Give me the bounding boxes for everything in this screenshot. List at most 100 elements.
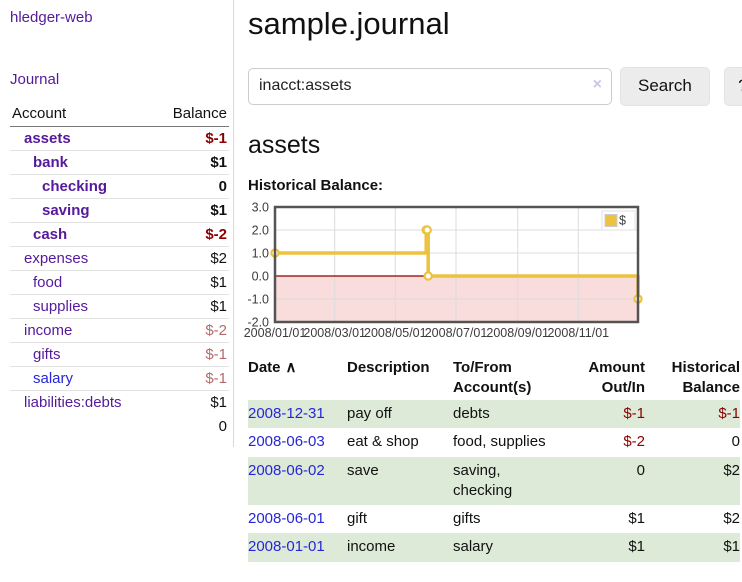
register-header-row: Date ∧ Description To/From Account(s) Amount… bbox=[248, 356, 740, 401]
register-header-4: Historical Balance bbox=[645, 356, 740, 401]
transaction-amount: $-2 bbox=[623, 433, 645, 451]
account-link-food[interactable]: food bbox=[33, 274, 63, 291]
account-balance: $1 bbox=[154, 150, 229, 175]
account-balance: $-2 bbox=[154, 318, 229, 343]
historical-balance-chart: 3.0 2.0 1.0 0.0 -1.0 -2.02008/01/012008/03/01… bbox=[244, 200, 643, 340]
account-balance: $-2 bbox=[154, 222, 229, 247]
transaction-description: gift bbox=[347, 510, 368, 528]
transaction-description: eat & shop bbox=[347, 433, 419, 451]
sort-asc-icon[interactable]: ∧ bbox=[285, 358, 297, 376]
transaction-balance: $-1 bbox=[718, 405, 740, 423]
svg-text:-1.0: -1.0 bbox=[247, 292, 269, 306]
transaction-date-link[interactable]: 2008-06-03 bbox=[248, 433, 325, 451]
account-balance: $-1 bbox=[205, 130, 227, 147]
svg-text:2.0: 2.0 bbox=[252, 223, 269, 237]
page-title: sample.journal bbox=[248, 6, 450, 41]
search-wrap: × bbox=[248, 67, 612, 105]
transaction-amount: $-1 bbox=[623, 405, 645, 423]
account-row: expenses $2 bbox=[10, 246, 229, 271]
svg-text:1.0: 1.0 bbox=[252, 246, 269, 260]
transaction-date-link[interactable]: 2008-06-01 bbox=[248, 510, 325, 528]
account-row: gifts $-1 bbox=[10, 342, 229, 367]
chart-box: 3.0 2.0 1.0 0.0 -1.0 -2.0 2008/01/01 2008/03/01… bbox=[244, 200, 742, 343]
register-header-label: To/From Account(s) bbox=[453, 358, 532, 396]
svg-text:2008/05/01: 2008/05/01 bbox=[364, 326, 427, 340]
register-header-3: Amount Out/In bbox=[565, 356, 645, 401]
search-row: × Search ? bbox=[248, 66, 742, 106]
main-content: sample.journal × Search ? assets Histori… bbox=[234, 0, 742, 562]
page: hledger-web Journal Account Balance asse… bbox=[0, 0, 742, 562]
account-link-cash[interactable]: cash bbox=[33, 226, 68, 243]
transaction-balance: $2 bbox=[723, 461, 740, 479]
account-row: cash $-2 bbox=[10, 222, 229, 247]
account-row: income $-2 bbox=[10, 318, 229, 343]
sidebar: hledger-web Journal Account Balance asse… bbox=[0, 0, 234, 447]
transaction-accounts: debts bbox=[453, 405, 490, 423]
search-input[interactable] bbox=[248, 67, 612, 105]
account-link-supplies[interactable]: supplies bbox=[33, 298, 89, 315]
register-header-label: Description bbox=[347, 358, 430, 376]
transaction-accounts: gifts bbox=[453, 510, 481, 528]
register-row: 2008-01-01 income salary $1 $1 bbox=[248, 533, 740, 562]
account-row: assets $-1 bbox=[10, 127, 229, 151]
transaction-balance: $1 bbox=[723, 538, 740, 556]
svg-text:3.0: 3.0 bbox=[252, 200, 269, 214]
accounts-total-value: 0 bbox=[218, 418, 227, 435]
account-link-assets[interactable]: assets bbox=[24, 130, 71, 147]
account-balance: $-1 bbox=[154, 366, 229, 391]
account-row: liabilities:debts $1 bbox=[10, 390, 229, 414]
transaction-accounts: saving, checking bbox=[453, 461, 513, 499]
register-row: 2008-06-01 gift gifts $1 $2 bbox=[248, 505, 740, 533]
accounts-table-body: assets $-1 bank $1 checking 0 saving $1 cash $-2 e… bbox=[10, 127, 229, 414]
accounts-table: Account Balance assets $-1 bank $1 checking 0… bbox=[10, 102, 229, 439]
account-link-liabilities-debts[interactable]: liabilities:debts bbox=[24, 394, 122, 411]
register-header-0: Date ∧ bbox=[248, 356, 347, 401]
svg-text:$: $ bbox=[619, 213, 626, 227]
account-row: food $1 bbox=[10, 270, 229, 295]
transaction-amount: $1 bbox=[628, 510, 645, 528]
transaction-date-link[interactable]: 2008-06-02 bbox=[248, 461, 325, 479]
accounts-total-row: 0 bbox=[10, 414, 229, 439]
account-balance: $1 bbox=[154, 390, 229, 414]
register-header-label: Amount Out/In bbox=[588, 358, 645, 396]
register-row: 2008-12-31 pay off debts $-1 $-1 bbox=[248, 400, 740, 429]
account-balance: 0 bbox=[154, 174, 229, 199]
accounts-header-balance: Balance bbox=[154, 102, 229, 127]
transaction-amount: 0 bbox=[636, 461, 645, 479]
sidebar-item-journal[interactable]: Journal bbox=[10, 71, 60, 88]
clear-search-icon[interactable]: × bbox=[592, 75, 602, 93]
account-link-gifts[interactable]: gifts bbox=[33, 346, 61, 363]
svg-text:2008/09/01: 2008/09/01 bbox=[486, 326, 549, 340]
register-table: Date ∧ Description To/From Account(s) Amount… bbox=[248, 356, 740, 562]
register-header-1: Description bbox=[347, 356, 453, 401]
account-row: supplies $1 bbox=[10, 294, 229, 319]
accounts-header-account: Account bbox=[10, 102, 155, 127]
transaction-balance: 0 bbox=[731, 433, 740, 451]
transaction-amount: $1 bbox=[628, 538, 645, 556]
account-balance: $1 bbox=[154, 270, 229, 295]
transaction-date-link[interactable]: 2008-12-31 bbox=[248, 405, 325, 423]
account-link-saving[interactable]: saving bbox=[42, 202, 90, 219]
svg-text:0.0: 0.0 bbox=[252, 269, 269, 283]
search-button[interactable]: Search bbox=[620, 66, 710, 106]
account-link-bank[interactable]: bank bbox=[33, 154, 69, 171]
register-row: 2008-06-03 eat & shop food, supplies $-2 0 bbox=[248, 428, 740, 456]
transaction-description: income bbox=[347, 538, 396, 556]
transaction-date-link[interactable]: 2008-01-01 bbox=[248, 538, 325, 556]
register-table-body: 2008-12-31 pay off debts $-1 $-1 2008-06-03 ea… bbox=[248, 400, 740, 562]
svg-text:2008/03/01: 2008/03/01 bbox=[303, 326, 366, 340]
account-link-income[interactable]: income bbox=[24, 322, 73, 339]
account-link-expenses[interactable]: expenses bbox=[24, 250, 89, 267]
register-header-2: To/From Account(s) bbox=[453, 356, 565, 401]
account-balance: $1 bbox=[154, 294, 229, 319]
transaction-description: save bbox=[347, 461, 379, 479]
help-button[interactable]: ? bbox=[723, 66, 742, 106]
svg-text:-2.0: -2.0 bbox=[247, 315, 269, 329]
brand-link[interactable]: hledger-web bbox=[10, 9, 93, 26]
account-balance: $-1 bbox=[154, 342, 229, 367]
account-link-salary[interactable]: salary bbox=[33, 370, 74, 387]
svg-text:2008/07/01: 2008/07/01 bbox=[425, 326, 488, 340]
account-link-checking[interactable]: checking bbox=[42, 178, 108, 195]
transaction-description: pay off bbox=[347, 405, 392, 423]
register-row: 2008-06-02 save saving, checking 0 $2 bbox=[248, 456, 740, 506]
